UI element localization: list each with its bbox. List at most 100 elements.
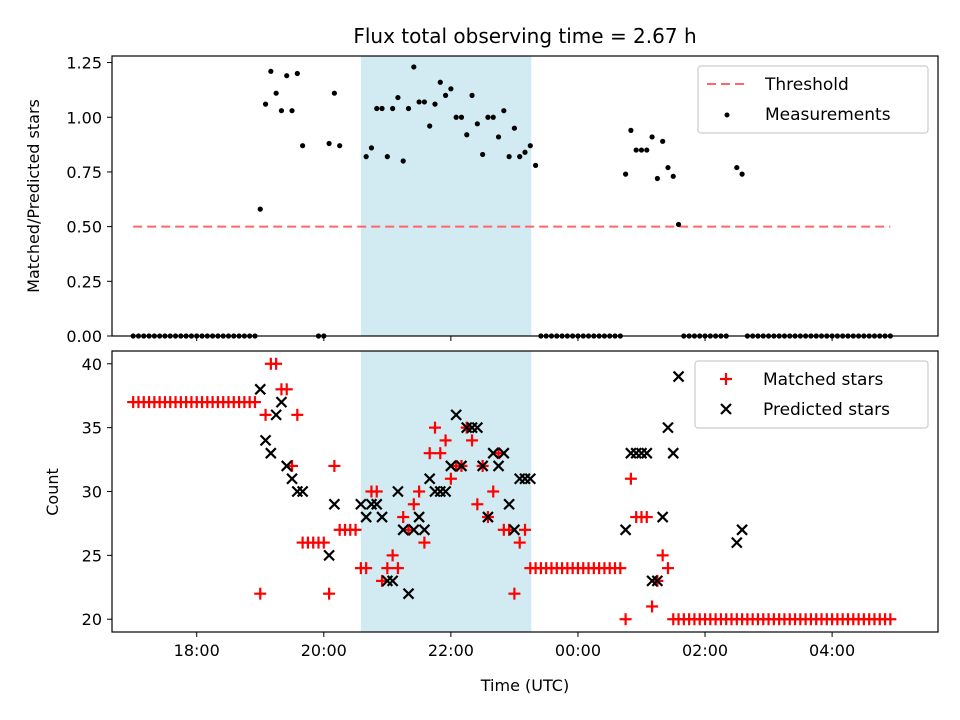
predicted-star-point bbox=[471, 421, 484, 434]
matched-star-point bbox=[386, 549, 399, 562]
matched-star-point bbox=[471, 498, 484, 511]
measurement-point bbox=[739, 171, 745, 177]
measurement-point bbox=[511, 125, 518, 131]
top-x-ticks bbox=[196, 336, 833, 341]
matched-star-point bbox=[391, 562, 404, 575]
matched-star-point bbox=[291, 408, 304, 421]
predicted-star-point bbox=[259, 434, 272, 447]
predicted-star-point bbox=[630, 447, 642, 459]
y-tick-label: 1.25 bbox=[66, 54, 102, 73]
bottom-legend-box bbox=[694, 360, 929, 429]
measurement-point bbox=[660, 138, 666, 144]
measurement-point bbox=[654, 175, 660, 182]
bottom-x-ticks: 18:00 20:00 22:00 00:00 02:00 04:00 bbox=[174, 632, 855, 660]
measurement-point bbox=[532, 162, 539, 168]
measurement-point bbox=[495, 134, 502, 140]
matched-star-point bbox=[270, 357, 283, 370]
matched-star-point bbox=[434, 447, 447, 460]
predicted-star-point bbox=[524, 472, 537, 485]
y-tick-label: 0.25 bbox=[66, 272, 102, 291]
matched-star-point bbox=[280, 383, 293, 396]
matched-star-point bbox=[254, 587, 267, 600]
measurement-point bbox=[405, 105, 412, 112]
x-tick-label: 02:00 bbox=[682, 641, 728, 660]
top-legend: Threshold Measurements bbox=[697, 65, 929, 134]
predicted-star-point bbox=[482, 511, 494, 523]
matched-star-point bbox=[661, 562, 674, 575]
matched-star-point bbox=[381, 562, 394, 575]
predicted-star-point bbox=[736, 524, 748, 536]
predicted-star-point bbox=[376, 511, 388, 523]
matched-star-point bbox=[248, 396, 261, 409]
matched-star-point bbox=[428, 421, 441, 434]
predicted-star-point bbox=[291, 485, 304, 498]
matched-star-point bbox=[444, 472, 457, 485]
measurement-point bbox=[464, 132, 470, 138]
matched-star-point bbox=[370, 485, 383, 498]
predicted-stars-points bbox=[254, 370, 748, 600]
x-axis-label: Time (UTC) bbox=[480, 676, 569, 695]
predicted-star-point bbox=[445, 460, 457, 472]
measurement-point bbox=[633, 147, 639, 153]
matched-star-point bbox=[466, 434, 479, 447]
matched-legend-icon bbox=[720, 373, 732, 385]
predicted-star-point bbox=[625, 447, 637, 459]
predicted-star-point bbox=[423, 472, 436, 485]
predicted-star-point bbox=[296, 485, 309, 498]
predicted-legend-icon bbox=[720, 403, 732, 415]
y-tick-label: 30 bbox=[82, 483, 102, 502]
y-tick-label: 25 bbox=[82, 546, 102, 565]
top-y-ticks: 0.00 0.25 0.50 0.75 1.00 1.25 bbox=[66, 54, 112, 346]
measurement-point bbox=[400, 158, 406, 164]
predicted-star-point bbox=[254, 383, 267, 396]
measurement-point bbox=[485, 114, 491, 120]
measurements-legend-label: Measurements bbox=[765, 105, 891, 125]
predicted-star-point bbox=[656, 511, 669, 523]
matched-star-point bbox=[640, 511, 653, 524]
predicted-star-point bbox=[355, 498, 367, 511]
measurement-point bbox=[527, 143, 533, 149]
y-tick-label: 1.00 bbox=[66, 108, 102, 127]
matched-star-point bbox=[884, 613, 897, 626]
matched-star-point bbox=[487, 485, 500, 498]
measurement-point bbox=[411, 64, 417, 70]
y-tick-label: 35 bbox=[82, 419, 102, 438]
predicted-star-point bbox=[360, 511, 372, 523]
predicted-star-point bbox=[328, 498, 341, 511]
predicted-star-point bbox=[619, 524, 632, 536]
threshold-legend-label: Threshold bbox=[764, 75, 849, 95]
matched-star-point bbox=[513, 536, 526, 549]
measurement-point bbox=[442, 92, 449, 98]
predicted-star-point bbox=[503, 498, 515, 511]
y-tick-label: 0.50 bbox=[66, 218, 102, 237]
predicted-star-point bbox=[651, 575, 664, 587]
measurement-point bbox=[326, 140, 332, 147]
measurement-point bbox=[363, 154, 369, 160]
measurement-point bbox=[289, 108, 295, 114]
y-tick-label: 20 bbox=[82, 610, 102, 629]
predicted-star-point bbox=[280, 460, 293, 472]
predicted-star-point bbox=[487, 447, 500, 459]
measurement-point bbox=[480, 151, 486, 158]
matched-star-point bbox=[328, 459, 341, 472]
measurement-point bbox=[437, 79, 443, 85]
predicted-star-point bbox=[476, 460, 489, 472]
predicted-star-point bbox=[270, 409, 282, 421]
measurement-point bbox=[734, 164, 740, 171]
predicted-star-point bbox=[508, 524, 521, 536]
matched-star-point bbox=[360, 562, 373, 575]
matched-star-point bbox=[407, 498, 420, 511]
measurement-point bbox=[644, 147, 650, 153]
predicted-star-point bbox=[323, 549, 335, 562]
x-tick-label: 20:00 bbox=[301, 641, 347, 660]
measurement-point bbox=[395, 94, 401, 101]
measurement-point bbox=[490, 114, 496, 120]
measurement-point bbox=[670, 173, 676, 179]
measurement-point bbox=[501, 108, 507, 114]
predicted-star-point bbox=[662, 421, 674, 434]
predicted-star-point bbox=[492, 460, 505, 472]
matched-star-point bbox=[418, 536, 431, 549]
bottom-y-ticks: 20 25 30 35 40 bbox=[82, 355, 112, 629]
top-axes-frame bbox=[111, 55, 939, 337]
